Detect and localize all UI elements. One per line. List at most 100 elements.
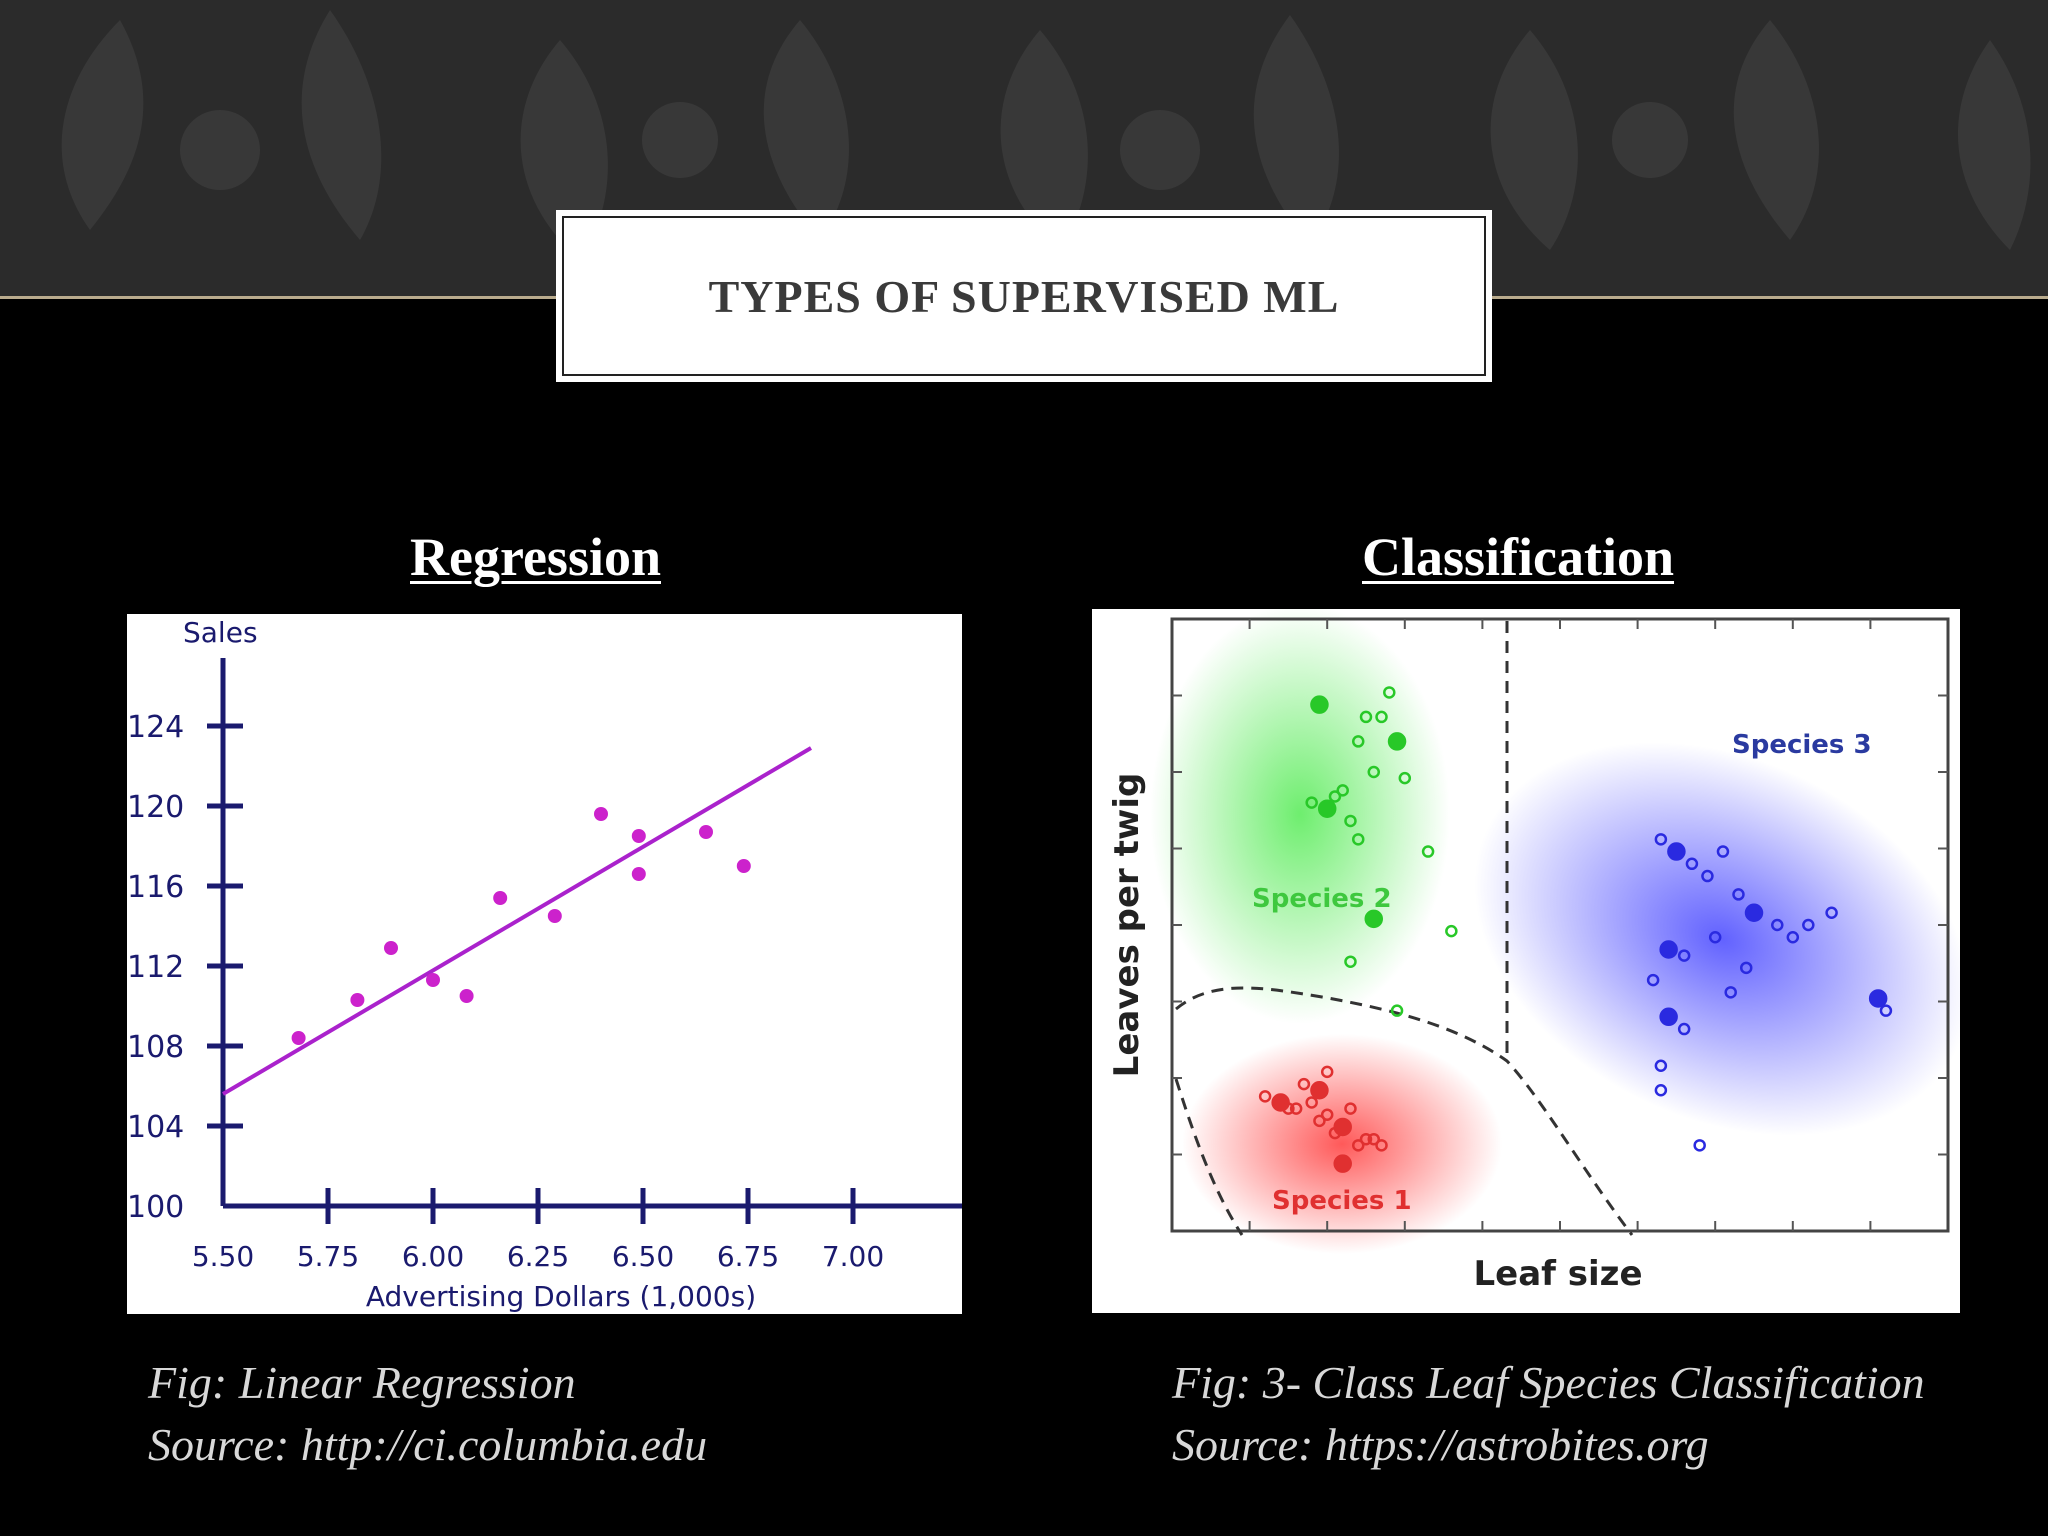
species-3-point — [1708, 930, 1722, 944]
species-1-point — [1271, 1093, 1290, 1112]
species-3-point — [1677, 949, 1691, 962]
slide-title: TYPES OF SUPERVISED ML — [708, 270, 1340, 322]
damask-pattern — [61, 10, 2031, 260]
classification-chart-panel: Species 2 Species 1 Species 3 Leaf size … — [1092, 604, 1970, 1313]
data-point — [547, 909, 562, 923]
y-tick-label: 112 — [127, 950, 184, 985]
species-2-point — [1390, 1004, 1404, 1017]
species-2-point — [1367, 765, 1381, 779]
species-1-point — [1282, 1102, 1295, 1115]
species-1-point — [1320, 1108, 1334, 1121]
classification-source: Source: https://astrobites.org — [1172, 1419, 1709, 1470]
species-3-point — [1654, 833, 1668, 846]
species-1-point — [1375, 1139, 1388, 1152]
x-tick-label: 5.75 — [297, 1240, 359, 1273]
header-banner — [0, 0, 2048, 299]
x-tick-label: 6.25 — [507, 1240, 569, 1273]
species-2-point — [1328, 790, 1342, 803]
data-point — [459, 989, 474, 1003]
classification-caption: Fig: 3- Class Leaf Species Classificatio… — [1172, 1352, 1925, 1476]
species-3-point — [1654, 1059, 1668, 1073]
species-1-point — [1258, 1090, 1272, 1103]
species-1-point — [1351, 1139, 1365, 1152]
species-3-point — [1739, 961, 1753, 975]
species-3-point — [1879, 1004, 1893, 1017]
classification-figure-caption: Fig: 3- Class Leaf Species Classificatio… — [1172, 1357, 1925, 1408]
species-1-point — [1344, 1102, 1357, 1115]
fit-line — [221, 746, 813, 1096]
species-1-point — [1310, 1080, 1329, 1100]
data-point — [493, 891, 508, 905]
species-3-point — [1716, 845, 1730, 858]
data-point — [631, 829, 646, 843]
x-tick-label: 6.50 — [612, 1240, 674, 1273]
slide-title-box: TYPES OF SUPERVISED ML — [556, 210, 1492, 382]
boundary-curve — [1175, 986, 1634, 1236]
species-2-point — [1383, 686, 1396, 699]
species-2-point — [1421, 845, 1435, 858]
species-2-point — [1375, 710, 1388, 724]
species-2-point — [1359, 710, 1373, 724]
boundary-corner — [1174, 1078, 1244, 1236]
species-1-point — [1313, 1114, 1326, 1128]
species-3-region — [1474, 742, 1970, 1136]
x-tick-label: 6.00 — [402, 1240, 464, 1273]
species-2-point — [1445, 924, 1458, 938]
y-tick-label: 108 — [127, 1030, 184, 1065]
species-3-point — [1771, 918, 1784, 932]
regression-chart-panel: Sales Advertising Dollars (1,000s) 100 10… — [127, 614, 962, 1314]
species-2-point — [1336, 784, 1349, 797]
y-tick-label: 100 — [127, 1190, 184, 1225]
species-3-point — [1701, 869, 1714, 883]
species-3-point — [1724, 986, 1737, 999]
species-3-point — [1659, 940, 1678, 959]
y-tick-label: 124 — [127, 710, 184, 745]
species-2-point — [1364, 909, 1384, 929]
y-tick-label: 116 — [127, 870, 184, 905]
x-axis-label: Advertising Dollars (1,000s) — [366, 1280, 756, 1313]
species-1-point — [1359, 1132, 1373, 1146]
species-1-point — [1305, 1096, 1318, 1109]
classification-heading: Classification — [1362, 527, 1675, 587]
species-1-region — [1182, 1034, 1502, 1254]
species-3-point — [1659, 1007, 1678, 1027]
species-1-point — [1297, 1077, 1311, 1091]
species-3-point — [1744, 903, 1764, 923]
species-3-label: Species 3 — [1732, 730, 1872, 760]
y-axis-label: Leaves per twig — [1107, 773, 1147, 1078]
y-tick-label: 104 — [127, 1110, 184, 1145]
species-3-point — [1786, 930, 1800, 944]
data-point — [426, 973, 440, 987]
species-3-point — [1654, 1083, 1668, 1097]
regression-source: Source: http://ci.columbia.edu — [148, 1419, 708, 1470]
regression-chart: Sales Advertising Dollars (1,000s) 100 10… — [127, 616, 962, 1313]
species-1-point — [1289, 1102, 1303, 1115]
species-3-point — [1693, 1139, 1706, 1152]
regression-figure-caption: Fig: Linear Regression — [148, 1357, 576, 1408]
species-2-point — [1344, 814, 1357, 828]
species-1-point — [1333, 1117, 1352, 1137]
data-point — [291, 1031, 306, 1045]
species-3-point — [1868, 989, 1888, 1008]
data-point — [594, 807, 608, 821]
species-2-point — [1310, 695, 1329, 714]
classification-chart: Species 2 Species 1 Species 3 Leaf size … — [1107, 604, 1970, 1294]
data-point — [384, 941, 398, 955]
data-point — [699, 825, 713, 839]
y-tick-label: 120 — [127, 790, 184, 825]
x-tick-label: 5.50 — [192, 1240, 254, 1273]
species-2-point — [1387, 732, 1407, 751]
species-3-point — [1802, 918, 1815, 932]
y-axis-label: Sales — [183, 616, 258, 649]
species-2-label: Species 2 — [1252, 884, 1392, 914]
species-2-point — [1351, 833, 1365, 846]
species-2-point — [1344, 955, 1357, 968]
species-2-point — [1351, 735, 1365, 748]
regression-heading: Regression — [410, 527, 661, 587]
species-2-region — [1150, 604, 1450, 1024]
data-point — [736, 859, 751, 873]
x-tick-label: 7.00 — [822, 1240, 884, 1273]
species-3-point — [1677, 1022, 1691, 1036]
regression-caption: Fig: Linear Regression Source: http://ci… — [148, 1352, 707, 1476]
species-1-point — [1320, 1065, 1334, 1079]
